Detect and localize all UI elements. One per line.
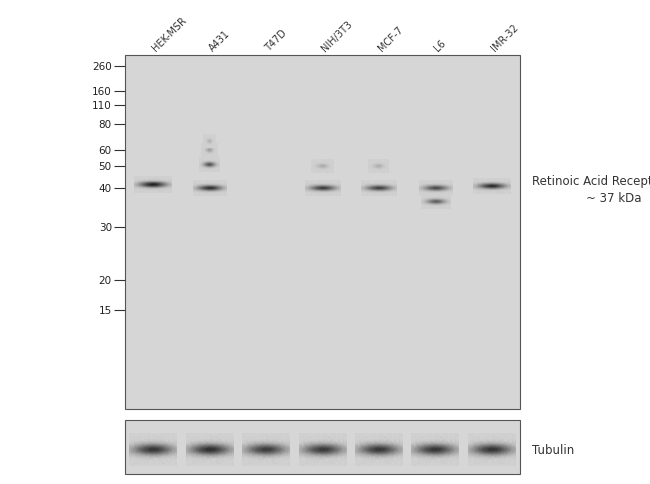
Bar	[125, 56, 520, 409]
Text: MCF-7: MCF-7	[376, 25, 405, 53]
Text: Tubulin: Tubulin	[532, 443, 574, 456]
Text: 30: 30	[99, 223, 112, 233]
Text: 60: 60	[99, 145, 112, 155]
Text: 260: 260	[92, 62, 112, 72]
Text: 40: 40	[99, 183, 112, 193]
Text: 110: 110	[92, 101, 112, 111]
Text: HEK-MSR: HEK-MSR	[150, 15, 188, 53]
Text: 50: 50	[99, 161, 112, 171]
Text: 15: 15	[99, 305, 112, 315]
Text: 160: 160	[92, 87, 112, 97]
Text: NIH/3T3: NIH/3T3	[320, 19, 354, 53]
Bar	[125, 420, 520, 474]
Text: L6: L6	[433, 38, 448, 53]
Text: A431: A431	[207, 29, 231, 53]
Text: 20: 20	[99, 276, 112, 286]
Text: IMR-32: IMR-32	[489, 22, 520, 53]
Text: T47D: T47D	[263, 28, 289, 53]
Text: 80: 80	[99, 120, 112, 130]
Text: Retinoic Acid Receptor beta
~ 37 kDa: Retinoic Acid Receptor beta ~ 37 kDa	[532, 174, 650, 204]
